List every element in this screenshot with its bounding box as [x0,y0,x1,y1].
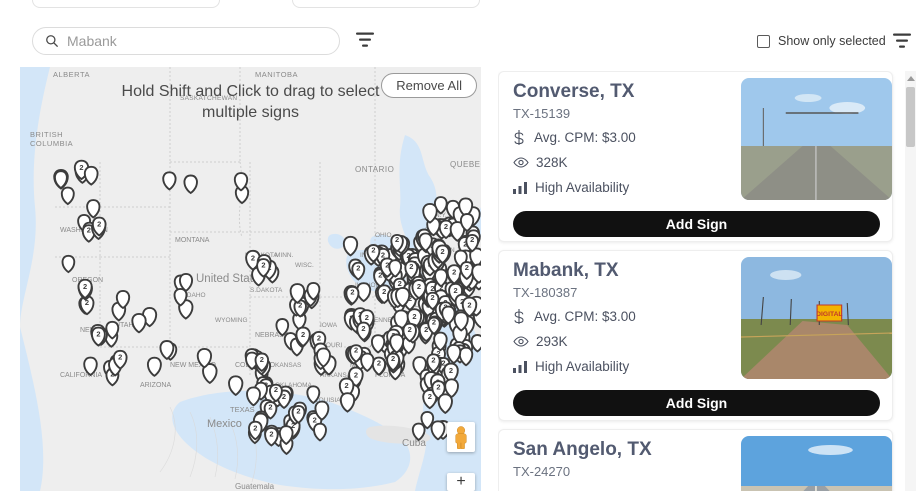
svg-text:2: 2 [313,415,317,424]
svg-text:2: 2 [301,330,305,339]
svg-text:COLUMBIA: COLUMBIA [30,139,73,148]
svg-text:2: 2 [296,407,300,416]
svg-text:2: 2 [398,279,402,288]
svg-text:2: 2 [408,325,412,334]
svg-text:2: 2 [354,370,358,379]
svg-text:2: 2 [269,430,273,439]
svg-text:WYOMING: WYOMING [215,317,248,324]
svg-text:2: 2 [454,286,458,295]
svg-text:MANITOBA: MANITOBA [255,70,298,79]
svg-text:2: 2 [395,235,399,244]
svg-text:2: 2 [251,254,255,263]
svg-text:2: 2 [354,346,358,355]
svg-text:DIGITAL: DIGITAL [816,311,842,318]
svg-text:2: 2 [377,359,381,368]
svg-text:2: 2 [83,282,87,291]
svg-text:2: 2 [444,222,448,231]
svg-text:IDAHO: IDAHO [185,292,206,299]
svg-text:2: 2 [465,263,469,272]
svg-text:2: 2 [268,403,272,412]
svg-text:2: 2 [467,300,471,309]
svg-text:2: 2 [409,262,413,271]
svg-text:2: 2 [417,282,421,291]
svg-text:2: 2 [432,318,436,327]
svg-text:2: 2 [87,226,91,235]
svg-text:2: 2 [431,355,435,364]
svg-text:IOWA: IOWA [320,322,338,329]
svg-text:2: 2 [96,330,100,339]
svg-text:2: 2 [431,293,435,302]
svg-text:BRITISH: BRITISH [30,130,63,139]
svg-text:Cuba: Cuba [402,438,426,449]
svg-text:OHIO: OHIO [375,232,392,239]
svg-text:2: 2 [365,313,369,322]
svg-text:ARIZONA: ARIZONA [140,382,171,389]
svg-text:2: 2 [260,355,264,364]
svg-text:2: 2 [441,247,445,256]
svg-text:ALBERTA: ALBERTA [53,70,90,79]
svg-text:2: 2 [361,324,365,333]
svg-text:MINN.: MINN. [275,252,294,259]
svg-text:2: 2 [449,366,453,375]
svg-text:2: 2 [253,423,257,432]
svg-text:2: 2 [412,312,416,321]
svg-text:2: 2 [470,235,474,244]
svg-text:2: 2 [261,261,265,270]
svg-text:2: 2 [452,268,456,277]
svg-text:QUEBEC: QUEBEC [450,160,481,169]
svg-text:MONTANA: MONTANA [175,237,210,244]
svg-text:2: 2 [97,219,101,228]
svg-text:2: 2 [350,288,354,297]
svg-text:2: 2 [430,284,434,293]
svg-text:WISC.: WISC. [295,262,314,269]
svg-text:2: 2 [436,383,440,392]
svg-text:2: 2 [428,392,432,401]
svg-text:2: 2 [356,264,360,273]
svg-text:2: 2 [345,381,349,390]
svg-text:2: 2 [382,287,386,296]
svg-text:2: 2 [371,246,375,255]
svg-text:2: 2 [274,385,278,394]
svg-text:Guatemala: Guatemala [235,482,275,491]
svg-text:2: 2 [317,334,321,343]
svg-text:2: 2 [79,163,83,172]
svg-text:Mexico: Mexico [207,418,242,430]
svg-text:2: 2 [391,354,395,363]
svg-text:ONTARIO: ONTARIO [355,165,394,174]
svg-text:TEXAS: TEXAS [230,405,255,414]
svg-text:KANSAS: KANSAS [275,362,302,369]
svg-text:S.DAKOTA: S.DAKOTA [250,287,283,294]
svg-text:CALIFORNIA: CALIFORNIA [60,372,102,379]
svg-text:2: 2 [118,353,122,362]
